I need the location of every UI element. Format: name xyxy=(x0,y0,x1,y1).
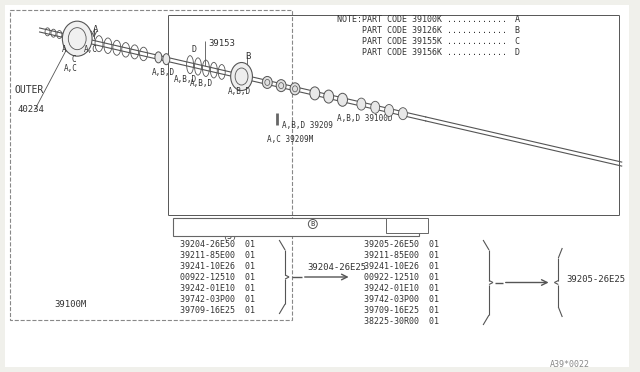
Text: 39204-26E50  01: 39204-26E50 01 xyxy=(180,240,255,249)
Text: 39742-03P00  01: 39742-03P00 01 xyxy=(364,295,439,304)
Text: 39241-10E26  01: 39241-10E26 01 xyxy=(364,262,439,271)
Ellipse shape xyxy=(385,105,394,116)
Text: 39153: 39153 xyxy=(208,39,235,48)
Ellipse shape xyxy=(276,80,286,92)
Text: D: D xyxy=(515,48,520,57)
Text: PART CODE 39126K ............: PART CODE 39126K ............ xyxy=(337,26,507,35)
Text: 39211-85E00  01: 39211-85E00 01 xyxy=(364,251,439,260)
Ellipse shape xyxy=(399,108,408,120)
Text: SET SUBSTITUTION: SET SUBSTITUTION xyxy=(181,221,267,230)
Text: 39241-10E26  01: 39241-10E26 01 xyxy=(180,262,255,271)
Text: 00922-12510  01: 00922-12510 01 xyxy=(180,273,255,282)
Text: 39242-01E10  01: 39242-01E10 01 xyxy=(180,284,255,293)
Text: A: A xyxy=(93,25,99,33)
Text: B: B xyxy=(311,221,315,227)
Ellipse shape xyxy=(163,54,170,65)
Text: PART CODE 39155K ............: PART CODE 39155K ............ xyxy=(337,37,507,46)
Bar xyxy=(10,10,292,320)
Text: A,B,D: A,B,D xyxy=(174,75,197,84)
Text: A39*0022: A39*0022 xyxy=(549,360,589,369)
Text: D: D xyxy=(191,45,196,54)
Text: A,B,D: A,B,D xyxy=(190,78,213,88)
Text: A,C: A,C xyxy=(65,64,78,73)
Text: 39242-01E10  01: 39242-01E10 01 xyxy=(364,284,439,293)
Bar xyxy=(173,218,419,236)
Text: 39205-26E25: 39205-26E25 xyxy=(566,276,625,285)
Text: 39205-26E50  01: 39205-26E50 01 xyxy=(364,240,439,249)
Text: 39211-85E00  01: 39211-85E00 01 xyxy=(180,251,255,260)
Ellipse shape xyxy=(262,76,272,89)
Text: 39742-03P00  01: 39742-03P00 01 xyxy=(180,295,255,304)
Text: A,C: A,C xyxy=(84,45,98,54)
Text: A,C 39209M: A,C 39209M xyxy=(268,135,314,144)
Text: PART CODE 39156K ............: PART CODE 39156K ............ xyxy=(337,48,507,57)
Ellipse shape xyxy=(155,52,162,63)
Text: 39204-26E25: 39204-26E25 xyxy=(307,263,366,272)
Text: OUTER: OUTER xyxy=(15,85,44,95)
Text: NOTE:PART CODE 39100K ............: NOTE:PART CODE 39100K ............ xyxy=(337,15,507,24)
Text: 40234: 40234 xyxy=(18,105,45,114)
Text: A,B,D: A,B,D xyxy=(152,68,175,77)
Text: A: A xyxy=(61,45,66,54)
Ellipse shape xyxy=(357,98,366,110)
Text: 39709-16E25  01: 39709-16E25 01 xyxy=(180,306,255,315)
Text: 00922-12510  01: 00922-12510 01 xyxy=(364,273,439,282)
Ellipse shape xyxy=(371,101,380,113)
Text: 39709-16E25  01: 39709-16E25 01 xyxy=(364,306,439,315)
Ellipse shape xyxy=(324,90,333,103)
Text: C: C xyxy=(71,55,76,64)
Text: 38225-30R00  01: 38225-30R00 01 xyxy=(364,317,439,326)
Ellipse shape xyxy=(337,93,348,106)
Text: 39100M: 39100M xyxy=(54,300,86,309)
Text: (3): (3) xyxy=(223,232,237,241)
Ellipse shape xyxy=(62,21,92,56)
Text: B: B xyxy=(515,26,520,35)
Ellipse shape xyxy=(290,83,300,95)
Ellipse shape xyxy=(310,87,320,100)
Ellipse shape xyxy=(230,62,252,90)
Text: INTER: INTER xyxy=(389,220,419,230)
Text: 08120-8351E: 08120-8351E xyxy=(324,220,379,229)
Text: A: A xyxy=(515,15,520,24)
Text: A,B,D: A,B,D xyxy=(228,87,251,96)
Text: C: C xyxy=(515,37,520,46)
Text: A,B,D 39100D: A,B,D 39100D xyxy=(337,115,392,124)
Text: A,B,D 39209: A,B,D 39209 xyxy=(282,121,333,130)
Text: B: B xyxy=(246,52,251,61)
Bar xyxy=(386,218,428,233)
